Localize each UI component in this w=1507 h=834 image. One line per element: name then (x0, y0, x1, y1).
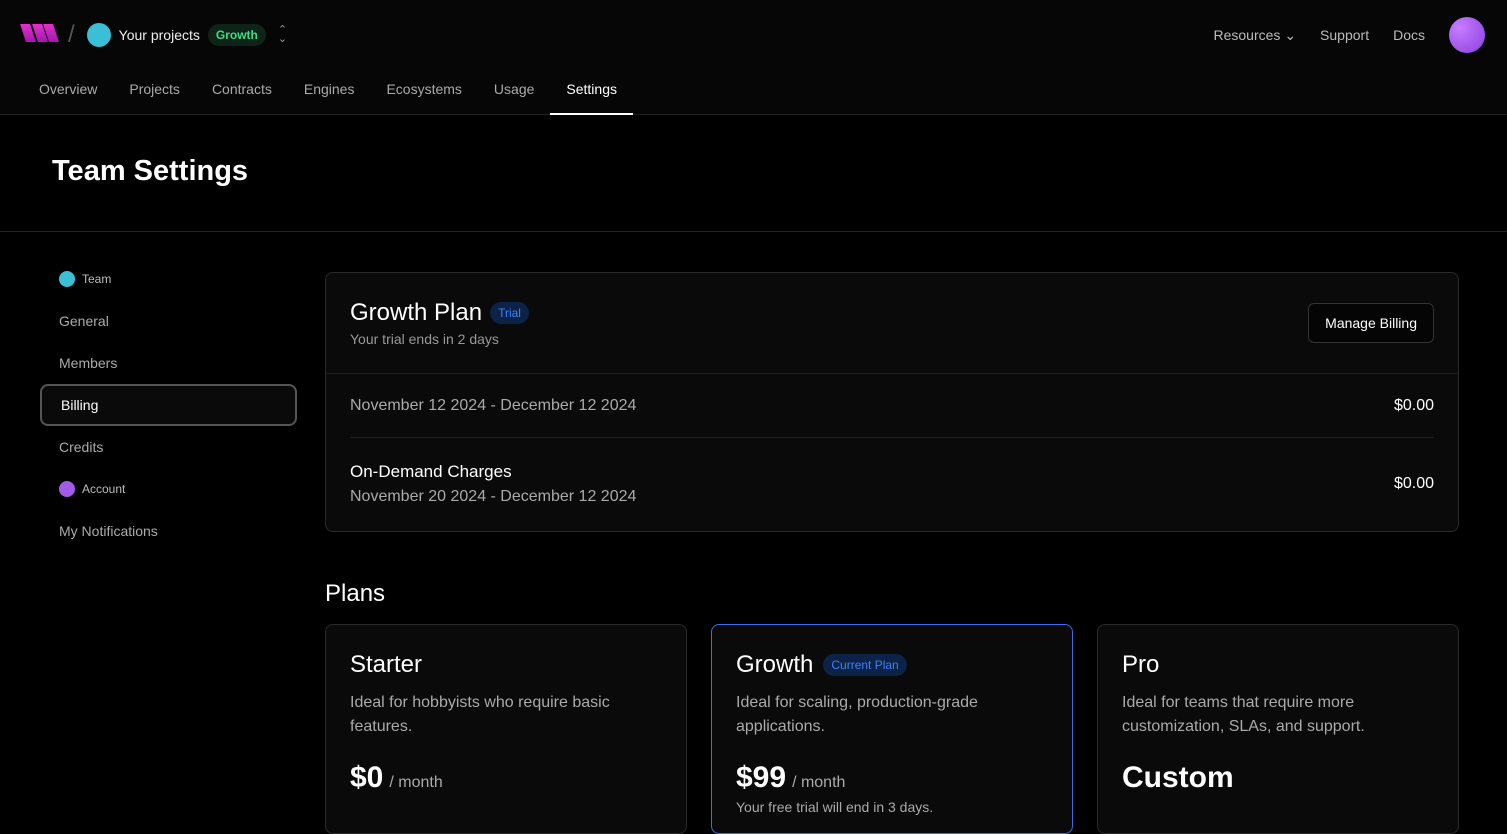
plan-price: $99 (736, 761, 787, 794)
tab-overview[interactable]: Overview (39, 81, 98, 97)
top-bar: / Your projects Growth ⌃ ⌄ Resources ⌄ Su… (0, 0, 1507, 70)
trial-note: Your free trial will end in 3 days. (736, 799, 934, 815)
page-title: Team Settings (52, 155, 249, 187)
billing-period-row: November 12 2024 - December 12 2024 $0.0… (350, 374, 1434, 438)
plan-name: Pro (1122, 651, 1160, 678)
ondemand-title: On-Demand Charges (350, 462, 512, 481)
sidebar-item-notifications[interactable]: My Notifications (59, 523, 158, 539)
plan-name: Growth (736, 651, 814, 678)
sidebar-item-general[interactable]: General (59, 313, 109, 329)
trial-badge: Trial (490, 302, 529, 324)
plan-card-growth: Growth Current Plan Ideal for scaling, pr… (711, 624, 1073, 834)
plan-name: Starter (350, 651, 423, 678)
sidebar-item-billing[interactable]: Billing (40, 384, 297, 426)
account-avatar (59, 481, 75, 497)
tab-contracts[interactable]: Contracts (211, 81, 272, 97)
sidebar-item-label: Account (82, 482, 126, 496)
current-plan-badge: Current Plan (823, 654, 907, 676)
plan-unit: / month (389, 774, 443, 791)
tab-settings[interactable]: Settings (550, 70, 633, 115)
project-switcher[interactable]: Your projects (118, 27, 200, 43)
plans-title: Plans (325, 580, 386, 607)
page-header: Team Settings (0, 115, 1507, 232)
period-amount: $0.00 (1393, 396, 1434, 414)
plan-unit: / month (792, 774, 846, 791)
plan-desc: Ideal for teams that require more custom… (1122, 694, 1365, 735)
period: November 12 2024 - December 12 2024 (350, 396, 637, 414)
project-avatar (86, 23, 111, 47)
plan-card-pro: Pro Ideal for teams that require more cu… (1097, 624, 1459, 834)
plan-desc: Ideal for scaling, production-grade appl… (736, 694, 978, 735)
sidebar-item-account[interactable]: Account (40, 468, 297, 510)
sidebar: Team General Members Billing Credits Acc… (40, 258, 297, 552)
team-avatar (59, 271, 75, 287)
trial-subtitle: Your trial ends in 2 days (350, 331, 499, 347)
plan-badge: Growth (207, 24, 266, 46)
ondemand-row: On-Demand Charges November 20 2024 - Dec… (350, 438, 1434, 530)
resources-link[interactable]: Resources ⌄ (1213, 26, 1297, 43)
sidebar-item-members[interactable]: Members (59, 355, 118, 371)
sidebar-item-label: Team (82, 272, 112, 286)
chevron-updown-icon[interactable]: ⌃ ⌄ (277, 24, 288, 45)
billing-card: Growth Plan Trial Your trial ends in 2 d… (325, 272, 1459, 532)
sidebar-item-credits[interactable]: Credits (59, 439, 104, 455)
plan-price: Custom (1122, 761, 1234, 794)
ondemand-period: November 20 2024 - December 12 2024 (350, 488, 637, 505)
plan-desc: Ideal for hobbyists who require basic fe… (350, 694, 610, 735)
tab-engines[interactable]: Engines (303, 81, 355, 97)
separator: / (68, 21, 75, 48)
ondemand-amount: $0.00 (1393, 475, 1434, 492)
tab-bar: Overview Projects Contracts Engines Ecos… (0, 70, 1507, 115)
plan-card-starter: Starter Ideal for hobbyists who require … (325, 624, 687, 834)
manage-billing-button[interactable]: Manage Billing (1308, 303, 1434, 343)
tab-ecosystems[interactable]: Ecosystems (386, 81, 462, 97)
sidebar-item-team[interactable]: Team (40, 258, 297, 300)
plan-title: Growth Plan (350, 299, 483, 326)
user-avatar[interactable] (1449, 17, 1485, 53)
logo[interactable] (20, 24, 59, 46)
docs-link[interactable]: Docs (1393, 27, 1425, 43)
plan-price: $0 (350, 761, 384, 794)
tab-usage[interactable]: Usage (493, 81, 535, 97)
support-link[interactable]: Support (1320, 27, 1370, 43)
tab-projects[interactable]: Projects (129, 81, 180, 97)
chevron-down-icon: ⌄ (1284, 26, 1297, 43)
